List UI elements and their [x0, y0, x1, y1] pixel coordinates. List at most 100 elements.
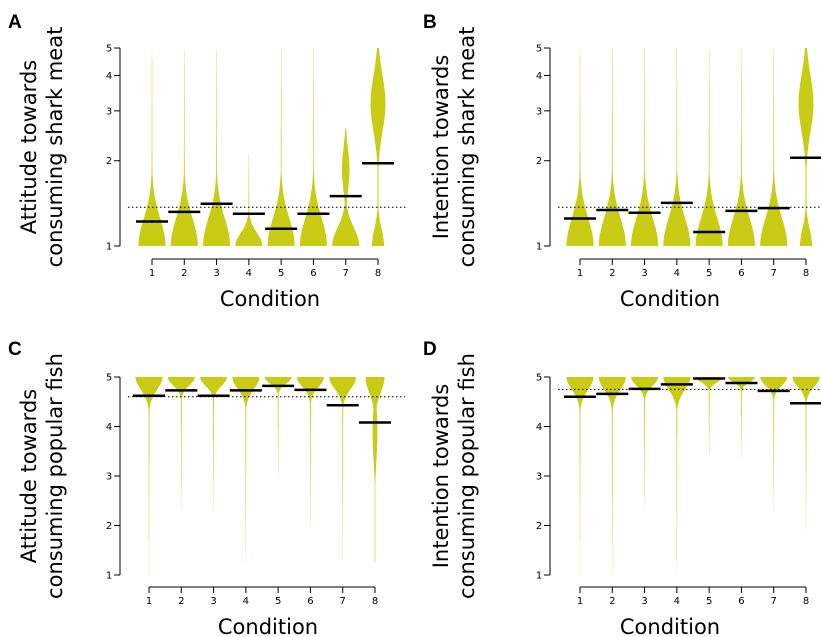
y-tick-label: 1 — [536, 242, 542, 253]
y-tick-label: 2 — [536, 521, 542, 532]
violin-8 — [792, 377, 820, 531]
y-axis-label-line: Attitude towards — [17, 60, 41, 234]
y-tick-label: 1 — [536, 571, 542, 582]
x-tick-label: 6 — [738, 596, 744, 607]
x-tick-label: 6 — [738, 268, 744, 279]
y-tick-label: 5 — [106, 373, 112, 384]
panel-c: C 1 2 3 4 5 1 2 3 4 5 6 7 8 Condition Attitude towardsc… — [8, 339, 405, 637]
panel-letter: C — [8, 339, 22, 360]
x-tick-label: 1 — [146, 596, 152, 607]
y-axis-label: Attitude towardsconsuming shark meat — [17, 27, 67, 268]
x-tick-label: 7 — [343, 268, 349, 279]
violin-3 — [203, 49, 231, 247]
panel-d: D 1 2 3 4 5 1 2 3 4 5 6 7 8 Condition Intention towards… — [423, 339, 821, 637]
violin-7 — [329, 377, 357, 561]
violin-7 — [332, 128, 360, 246]
violin-4 — [663, 377, 691, 575]
x-axis-label: Condition — [620, 615, 720, 637]
y-tick-label: 4 — [106, 422, 112, 433]
y-tick-label: 5 — [536, 44, 542, 55]
x-axis-label: Condition — [220, 287, 320, 311]
y-axis-label-line: consuming shark meat — [43, 27, 67, 268]
y-tick-label: 4 — [106, 71, 112, 82]
x-tick-label: 7 — [340, 596, 346, 607]
y-tick-label: 3 — [536, 106, 542, 117]
y-axis-label-line: Attitude towards — [17, 389, 41, 563]
x-tick-label: 8 — [803, 268, 809, 279]
violin-7 — [760, 377, 788, 511]
y-tick-label: 1 — [106, 242, 112, 253]
y-axis-label: Attitude towardsconsuming popular fish — [17, 353, 67, 599]
x-tick-label: 6 — [310, 268, 316, 279]
y-tick-label: 2 — [106, 521, 112, 532]
panel-letter: D — [423, 339, 437, 360]
y-tick-label: 5 — [106, 44, 112, 55]
x-tick-label: 2 — [609, 268, 615, 279]
y-axis-label-line: consuming shark meat — [455, 27, 479, 268]
y-tick-label: 5 — [536, 373, 542, 384]
violin-2 — [167, 377, 195, 509]
y-axis-label-line: Intention towards — [429, 384, 453, 569]
x-tick-label: 8 — [803, 596, 809, 607]
y-tick-label: 3 — [106, 106, 112, 117]
y-tick-label: 2 — [106, 156, 112, 167]
x-tick-label: 2 — [609, 596, 615, 607]
x-tick-label: 7 — [771, 268, 777, 279]
x-tick-label: 3 — [210, 596, 216, 607]
violin-1 — [135, 377, 163, 575]
violin-2 — [598, 48, 626, 246]
violin-1 — [566, 377, 594, 575]
violin-6 — [299, 48, 327, 246]
x-tick-label: 5 — [706, 268, 712, 279]
x-tick-label: 1 — [577, 596, 583, 607]
x-tick-label: 1 — [577, 268, 583, 279]
violin-3 — [631, 48, 659, 246]
x-tick-label: 2 — [181, 268, 187, 279]
violin-5 — [264, 377, 292, 479]
violin-5 — [695, 377, 723, 459]
violin-3 — [631, 377, 659, 511]
y-axis-label-line: Intention towards — [429, 55, 453, 240]
violin-8 — [798, 48, 814, 246]
x-tick-label: 2 — [178, 596, 184, 607]
x-tick-label: 1 — [149, 268, 155, 279]
x-axis-label: Condition — [218, 615, 318, 637]
violin-5 — [695, 50, 723, 246]
panel-letter: B — [423, 12, 437, 33]
violin-4 — [235, 154, 263, 246]
violin-6 — [296, 377, 324, 531]
x-tick-label: 4 — [246, 268, 252, 279]
y-tick-label: 2 — [536, 156, 542, 167]
panel-a: A 1 2 3 4 5 1 2 3 4 5 6 7 8 Condition Attitude towardsc… — [8, 12, 408, 311]
violin-1 — [566, 48, 594, 246]
violin-8 — [370, 48, 386, 246]
violin-3 — [200, 377, 228, 514]
x-axis-label: Condition — [620, 287, 720, 311]
y-tick-label: 4 — [536, 422, 542, 433]
x-tick-label: 5 — [275, 596, 281, 607]
x-tick-label: 8 — [372, 596, 378, 607]
y-tick-label: 3 — [536, 472, 542, 483]
x-tick-label: 5 — [278, 268, 284, 279]
x-tick-label: 4 — [674, 268, 680, 279]
y-tick-label: 3 — [106, 472, 112, 483]
x-tick-label: 4 — [674, 596, 680, 607]
y-axis-label: Intention towardsconsuming popular fish — [429, 353, 479, 599]
violin-2 — [598, 377, 626, 575]
violin-1 — [138, 50, 166, 246]
y-axis-label: Intention towardsconsuming shark meat — [429, 27, 479, 268]
x-tick-label: 8 — [375, 268, 381, 279]
x-tick-label: 4 — [243, 596, 249, 607]
x-tick-label: 5 — [706, 596, 712, 607]
violin-7 — [760, 48, 788, 246]
x-tick-label: 3 — [213, 268, 219, 279]
violin-5 — [267, 50, 295, 246]
y-axis-label-line: consuming popular fish — [43, 353, 67, 599]
y-tick-label: 1 — [106, 571, 112, 582]
violin-6 — [727, 377, 755, 459]
violin-8 — [365, 377, 385, 563]
x-tick-label: 7 — [771, 596, 777, 607]
x-tick-label: 6 — [307, 596, 313, 607]
violin-6 — [727, 48, 755, 246]
